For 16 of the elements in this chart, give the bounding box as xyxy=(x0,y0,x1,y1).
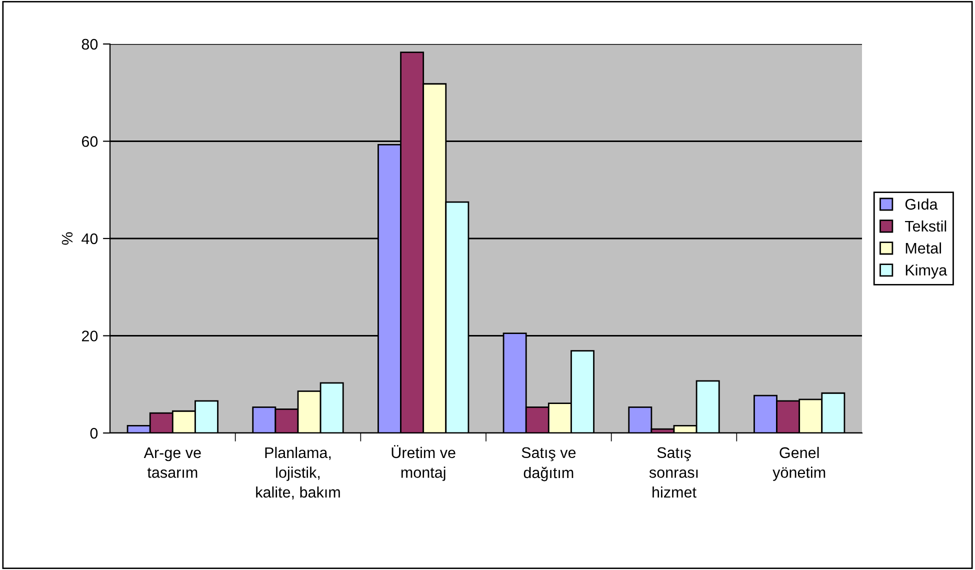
x-tick-label: Satış ve dağıtım xyxy=(522,447,576,482)
legend-label: Gıda xyxy=(905,198,938,210)
x-tick-label: Ar-ge ve tasarım xyxy=(144,447,201,478)
y-tick-label: 20 xyxy=(82,330,98,342)
y-tick-label: 80 xyxy=(82,38,98,50)
y-tick-label: 40 xyxy=(82,233,98,244)
x-tick-label: Planlama, lojistik, kalite, bakım xyxy=(256,446,340,500)
x-tick-label: Genel yönetim xyxy=(772,446,826,481)
legend-label: Metal xyxy=(906,242,941,254)
y-tick-label: 60 xyxy=(82,136,98,147)
legend-label: Kimya xyxy=(906,264,948,279)
y-axis-title: % xyxy=(62,232,73,245)
y-tick-label: 0 xyxy=(90,428,98,439)
legend-label: Tekstil xyxy=(905,220,946,232)
x-tick-label: Üretim ve montaj xyxy=(392,445,456,481)
x-tick-label: Satış sonrası hizmet xyxy=(649,447,698,498)
